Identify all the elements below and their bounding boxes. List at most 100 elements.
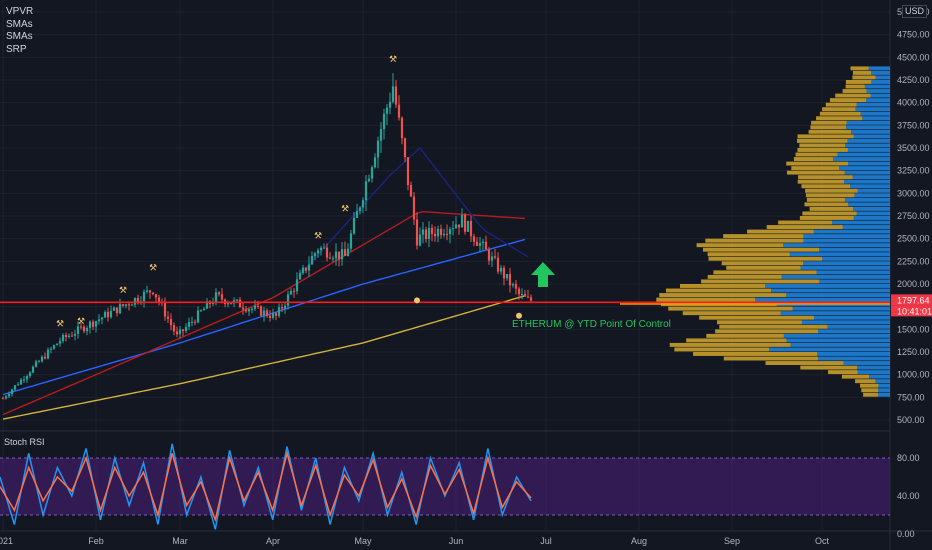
vp-bar-up (847, 148, 890, 152)
vp-bar-down (825, 102, 857, 107)
time-tick-label: Sep (724, 536, 740, 546)
vp-bar-up (842, 225, 890, 229)
vp-bar-down (693, 352, 818, 356)
candle-body (205, 301, 209, 309)
candle (292, 288, 296, 298)
candle (391, 73, 395, 104)
candle-body (277, 307, 281, 316)
candle-body (307, 264, 311, 271)
candle (280, 303, 284, 313)
time-axis[interactable]: 2021 Feb Mar Apr May Jun Jul Aug Sep Oct (0, 536, 829, 546)
currency-badge[interactable]: USD (902, 5, 928, 18)
vp-bar-down (816, 116, 863, 121)
candle-body (88, 321, 92, 328)
candle-body (289, 290, 293, 295)
price-tick-label: 500.00 (897, 415, 925, 425)
arrow-shape (531, 262, 555, 287)
vp-bar-up (755, 297, 890, 302)
vp-bar-down (699, 315, 814, 320)
legend-item[interactable]: SRP (6, 43, 27, 55)
candle (499, 265, 503, 275)
legend-item[interactable]: SMAs (6, 31, 33, 42)
candle-body (460, 214, 464, 228)
candle (4, 395, 8, 400)
candle (274, 312, 278, 321)
candle (355, 203, 359, 219)
candle-body (286, 294, 290, 306)
candle (187, 317, 191, 330)
price-tick-label: 2500.00 (897, 234, 930, 244)
current-price-badge (891, 294, 932, 306)
candle-body (295, 279, 299, 292)
vp-bar-up (854, 193, 890, 198)
vp-bar-up (817, 352, 890, 356)
candle (88, 320, 92, 334)
candle (67, 333, 71, 339)
vp-bar-down (765, 361, 844, 365)
candle (424, 226, 428, 243)
candle (517, 286, 521, 300)
candle-body (172, 325, 176, 332)
candle (331, 255, 335, 263)
candle (52, 344, 56, 350)
candle-body (304, 267, 308, 271)
candle (262, 306, 266, 322)
candle (106, 307, 110, 322)
candle-body (184, 326, 188, 331)
vp-bar-down (828, 370, 858, 375)
vp-bar-up (800, 265, 890, 270)
vp-bar-down (707, 274, 782, 279)
candle-body (493, 256, 497, 258)
vp-bar-up (803, 238, 890, 243)
candle-body (121, 304, 125, 306)
vp-bar-down (793, 157, 834, 161)
candle-body (439, 228, 443, 236)
candle (229, 303, 233, 305)
support-line (0, 301, 890, 305)
candle (373, 153, 377, 169)
annotation-text: ETHERUM @ YTD Point Of Control (512, 319, 671, 330)
candle (124, 303, 128, 309)
vp-bar-up (833, 157, 890, 161)
candle-body (259, 306, 263, 316)
candle-body (64, 334, 68, 337)
candle (337, 251, 341, 267)
price-tick-label: 3250.00 (897, 166, 930, 176)
legend-item[interactable]: VPVR (6, 6, 34, 17)
candle (487, 246, 491, 265)
candle-body (127, 304, 131, 306)
vp-bar-up (816, 270, 890, 275)
candle-body (280, 307, 284, 309)
candle-body (472, 236, 476, 242)
candle (172, 322, 176, 336)
candle (118, 298, 122, 315)
vp-bar-up (845, 197, 890, 202)
candle (178, 326, 182, 339)
candle-body (82, 326, 86, 332)
candle (460, 208, 464, 228)
candle (97, 314, 101, 325)
candle-body (370, 167, 374, 179)
vp-bar-up (855, 107, 890, 112)
candle (448, 226, 452, 244)
pivot-icon: ⚒ (77, 316, 85, 326)
vp-bar-up (857, 365, 890, 370)
vp-bar-down (810, 125, 847, 130)
candle-body (520, 294, 524, 296)
vp-bar-down (841, 374, 870, 379)
candle-body (103, 311, 107, 318)
countdown-label: 10:41:01 (897, 306, 932, 316)
candle-body (529, 297, 533, 301)
vp-bar-up (875, 75, 890, 80)
vp-bar-up (875, 379, 890, 384)
price-axis[interactable]: 5000.004750.004500.004250.004000.003750.… (891, 7, 932, 539)
legend-item[interactable]: SMAs (6, 18, 33, 30)
candle-body (190, 321, 194, 323)
candle (22, 376, 26, 384)
candle-body (322, 247, 326, 249)
candle (103, 310, 107, 318)
candle-body (157, 297, 161, 302)
price-tick-label: 4750.00 (897, 30, 930, 40)
vp-bar-down (686, 338, 787, 343)
